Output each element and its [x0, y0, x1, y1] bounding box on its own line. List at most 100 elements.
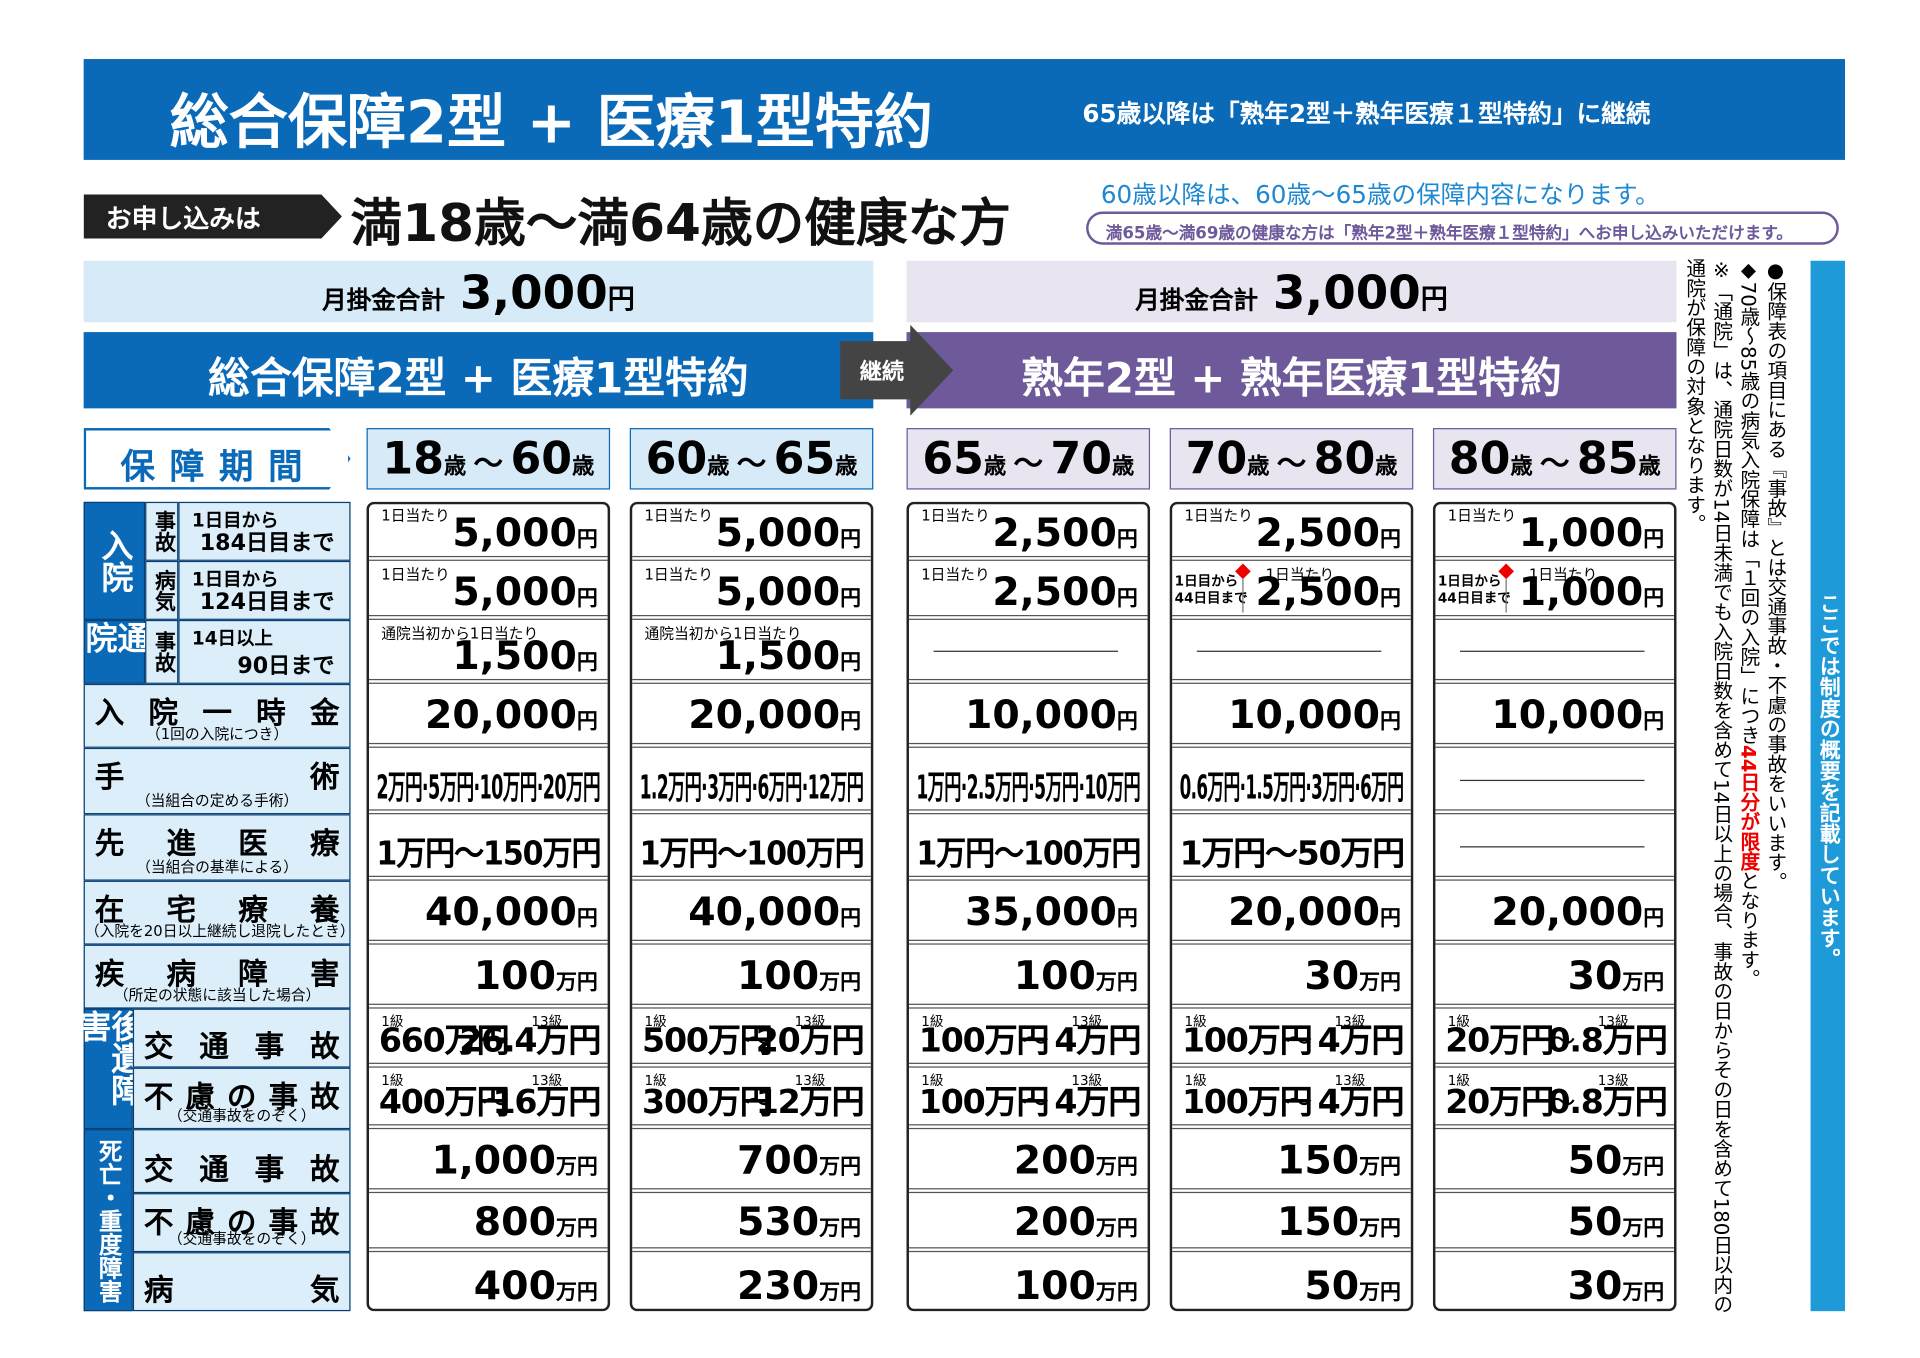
- side-banner: ここでは制度の概要を記載しています。: [1810, 260, 1845, 1312]
- cell: 40,000円: [369, 881, 608, 945]
- value: 5,000: [452, 568, 577, 615]
- cell: 800万円: [369, 1193, 608, 1253]
- range-max: 0.8万円: [1547, 1083, 1668, 1122]
- grade: 1級: [381, 1072, 404, 1089]
- grade: 1級: [1184, 1072, 1207, 1089]
- cell-text: 2万円·5万円·10万円·20万円: [376, 768, 600, 807]
- cell: 50万円: [1435, 1193, 1675, 1253]
- range-max: 0.8万円: [1547, 1022, 1668, 1061]
- period-header: 70歳〜 80歳: [1169, 428, 1414, 490]
- value: 1,000: [1518, 509, 1644, 556]
- range-min: 500万円: [642, 1022, 773, 1061]
- value: 230: [737, 1261, 820, 1309]
- cell: 1日当たり 2,500円: [1172, 502, 1411, 561]
- premium-unit: 円: [607, 285, 635, 317]
- cell: 10,000円: [1172, 684, 1411, 748]
- cell: 30万円: [1435, 945, 1675, 1009]
- cell-text: 1.2万円·3万円·6万円·12万円: [639, 768, 864, 807]
- cell: 30万円: [1172, 945, 1411, 1009]
- cell: 30万円: [1435, 1252, 1674, 1311]
- value: 100: [737, 952, 820, 999]
- cell: 1.2万円·3万円·6万円·12万円: [632, 748, 871, 815]
- unit: 円: [1643, 586, 1665, 612]
- cell: 1級 13級 100万円〜 4万円: [1172, 1068, 1411, 1130]
- cell: 1級 13級 300万円〜 12万円: [632, 1068, 871, 1130]
- row-label: 1日目から 124日目まで: [178, 560, 351, 620]
- period-part: 歳: [984, 453, 1007, 480]
- period-part: 歳: [1510, 453, 1533, 480]
- section-text: 入院: [95, 528, 133, 593]
- label-note: （入院を20日以上継続し退院したとき）: [84, 922, 355, 940]
- cell: [1435, 620, 1675, 684]
- section-text: 死亡・重度障害: [95, 1138, 123, 1302]
- cell-text: 1万円·2.5万円·5万円·10万円: [916, 768, 1141, 807]
- cell-value: 20,000円: [688, 691, 861, 738]
- value: 2,500: [992, 509, 1117, 556]
- note-text: ◆70歳〜85歳の病気入院保障は「１回の入院」につき: [1736, 258, 1761, 746]
- cell: [1172, 620, 1411, 684]
- cell-caption: 通院当初から1日当たり: [381, 624, 539, 643]
- value: 50: [1567, 1198, 1623, 1245]
- value: 30: [1567, 952, 1623, 999]
- period-part: 18: [382, 434, 445, 485]
- unit: 万円: [1095, 1280, 1138, 1306]
- cell-value: 200万円: [1014, 1137, 1138, 1184]
- grade: 1級: [1447, 1013, 1470, 1030]
- range-min: 100万円: [1182, 1022, 1313, 1061]
- cell-value: 200万円: [1014, 1198, 1138, 1245]
- value: 2,500: [1255, 568, 1381, 615]
- cell: 40,000円: [632, 881, 871, 945]
- label-line: 14日以上: [191, 627, 273, 650]
- unit: 円: [1380, 906, 1401, 932]
- section-label: 死亡・重度障害: [83, 1129, 133, 1312]
- range-sep: 〜: [1022, 1088, 1050, 1120]
- cell: 1日目から 44日目まで 1日当たり 2,500円: [1172, 561, 1411, 620]
- value: 20,000: [688, 691, 841, 738]
- cell-text: 1万円〜100万円: [916, 835, 1141, 874]
- range-line: 1日目から: [1174, 573, 1239, 590]
- row-label: 手術 （当組合の定める手術）: [83, 747, 351, 815]
- grade: 13級: [794, 1013, 826, 1030]
- cell: 1級 13級 400万円〜 16万円: [369, 1068, 608, 1130]
- unit: 万円: [1359, 1154, 1401, 1180]
- header-title: 総合保障2型 + 医療1型特約: [169, 88, 933, 158]
- cell-value: 10,000円: [965, 691, 1138, 738]
- range-min: 300万円: [642, 1083, 773, 1122]
- cell: 20,000円: [369, 684, 608, 748]
- period-part: 歳: [1375, 453, 1398, 480]
- grade: 13級: [794, 1072, 826, 1089]
- value: 40,000: [688, 888, 841, 935]
- period-header: 65歳〜 70歳: [906, 428, 1151, 490]
- dash: [1196, 650, 1382, 652]
- unit: 円: [576, 906, 598, 932]
- side-banner-text: ここでは制度の概要を記載しています。: [1814, 592, 1840, 970]
- range-max: 4万円: [1054, 1083, 1141, 1122]
- cell: 10,000円: [1435, 684, 1675, 748]
- column-frame: [1432, 501, 1677, 1312]
- period-part: 65: [922, 434, 984, 485]
- dash: [933, 650, 1119, 652]
- cell-value: 35,000円: [965, 888, 1138, 935]
- label-main: 疾病障害: [94, 956, 340, 992]
- range-min: 400万円: [378, 1083, 510, 1122]
- unit: 万円: [1095, 970, 1138, 996]
- unit: 万円: [1622, 1280, 1665, 1306]
- range-sep: 〜: [745, 1027, 773, 1058]
- unit: 円: [1380, 586, 1401, 612]
- value: 700: [737, 1136, 820, 1184]
- grade: 1級: [644, 1072, 667, 1089]
- cell: 35,000円: [908, 881, 1148, 945]
- unit: 円: [1116, 527, 1138, 553]
- value: 30: [1304, 952, 1360, 999]
- grade: 13級: [1597, 1013, 1629, 1030]
- value: 20,000: [1228, 888, 1381, 935]
- unit: 万円: [1359, 1216, 1401, 1242]
- range-sep: 〜: [1285, 1027, 1313, 1058]
- unit: 万円: [555, 1280, 598, 1306]
- cell-value: 400万円: [474, 1262, 598, 1309]
- unit: 円: [840, 709, 861, 735]
- period-part: 65: [773, 434, 836, 485]
- range-min: 100万円: [918, 1083, 1050, 1122]
- unit: 万円: [555, 1216, 598, 1242]
